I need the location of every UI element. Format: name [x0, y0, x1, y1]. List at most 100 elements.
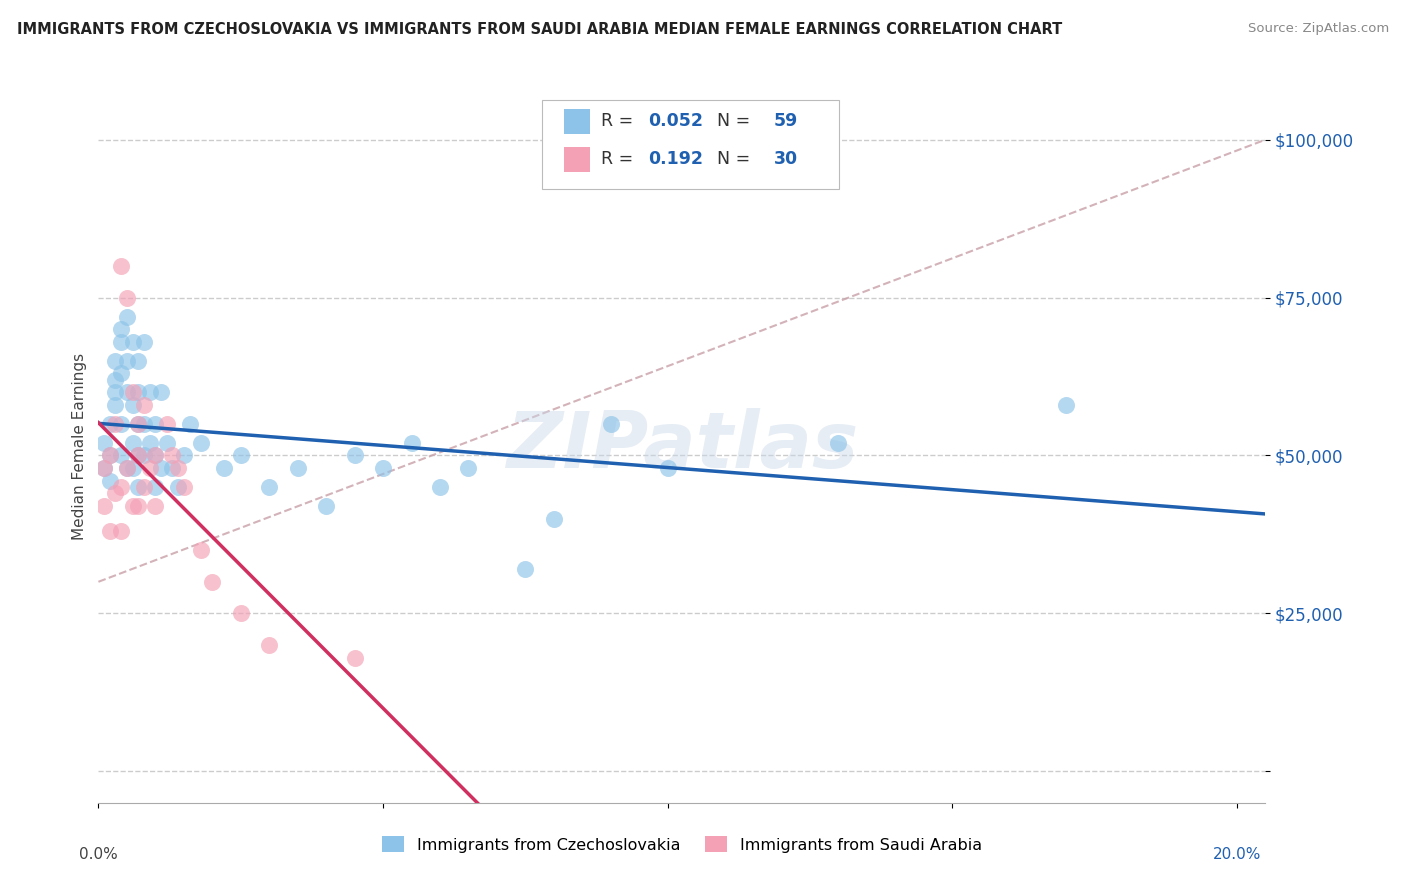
Point	[104, 373, 127, 387]
Text: IMMIGRANTS FROM CZECHOSLOVAKIA VS IMMIGRANTS FROM SAUDI ARABIA MEDIAN FEMALE EAR: IMMIGRANTS FROM CZECHOSLOVAKIA VS IMMIGR…	[17, 22, 1062, 37]
Text: 20.0%: 20.0%	[1213, 847, 1261, 862]
Point	[104, 353, 127, 368]
Point	[229, 607, 252, 621]
Text: R =: R =	[602, 150, 640, 168]
Point	[132, 417, 155, 431]
Point	[143, 417, 166, 431]
Point	[212, 461, 235, 475]
Point	[138, 435, 160, 450]
Point	[599, 417, 621, 431]
Point	[93, 435, 115, 450]
Point	[343, 449, 366, 463]
Point	[110, 334, 132, 349]
Text: 30: 30	[775, 150, 799, 168]
Point	[132, 480, 155, 494]
Point	[201, 574, 224, 589]
Point	[257, 638, 280, 652]
Text: N =: N =	[706, 150, 756, 168]
Point	[110, 367, 132, 381]
Point	[657, 461, 679, 475]
Point	[127, 417, 149, 431]
Point	[115, 461, 138, 475]
Point	[515, 562, 537, 576]
Point	[150, 461, 173, 475]
Point	[143, 499, 166, 513]
Point	[93, 461, 115, 475]
Point	[93, 499, 115, 513]
Point	[156, 417, 179, 431]
Point	[167, 461, 190, 475]
Point	[179, 417, 201, 431]
Point	[162, 449, 184, 463]
Point	[115, 385, 138, 400]
Point	[543, 511, 565, 525]
Point	[143, 449, 166, 463]
Point	[121, 435, 143, 450]
Text: 0.0%: 0.0%	[79, 847, 118, 862]
Point	[127, 449, 149, 463]
FancyBboxPatch shape	[564, 109, 589, 134]
Text: 59: 59	[775, 112, 799, 130]
Point	[127, 480, 149, 494]
Point	[110, 524, 132, 539]
Point	[401, 435, 423, 450]
Text: 0.192: 0.192	[648, 150, 703, 168]
Point	[127, 353, 149, 368]
Point	[121, 385, 143, 400]
Point	[138, 385, 160, 400]
FancyBboxPatch shape	[564, 146, 589, 171]
Point	[98, 417, 121, 431]
Point	[457, 461, 479, 475]
Point	[156, 435, 179, 450]
Point	[104, 385, 127, 400]
Point	[143, 449, 166, 463]
Point	[98, 524, 121, 539]
Point	[343, 650, 366, 665]
Point	[257, 480, 280, 494]
Text: ZIPatlas: ZIPatlas	[506, 408, 858, 484]
Point	[98, 449, 121, 463]
Point	[127, 417, 149, 431]
Point	[110, 322, 132, 336]
Point	[229, 449, 252, 463]
Legend: Immigrants from Czechoslovakia, Immigrants from Saudi Arabia: Immigrants from Czechoslovakia, Immigran…	[375, 830, 988, 859]
Point	[104, 398, 127, 412]
Point	[98, 474, 121, 488]
Point	[121, 398, 143, 412]
Point	[132, 334, 155, 349]
Point	[115, 461, 138, 475]
Point	[98, 449, 121, 463]
Point	[190, 543, 212, 558]
Point	[115, 353, 138, 368]
Point	[104, 417, 127, 431]
Point	[429, 480, 451, 494]
Point	[132, 449, 155, 463]
Point	[127, 385, 149, 400]
Point	[127, 499, 149, 513]
Text: 0.052: 0.052	[648, 112, 703, 130]
Point	[190, 435, 212, 450]
Point	[110, 480, 132, 494]
Point	[138, 461, 160, 475]
Point	[115, 291, 138, 305]
Point	[287, 461, 309, 475]
Point	[162, 461, 184, 475]
Point	[121, 499, 143, 513]
Point	[121, 461, 143, 475]
Point	[110, 259, 132, 273]
Point	[827, 435, 849, 450]
Point	[143, 480, 166, 494]
Point	[115, 310, 138, 324]
Point	[121, 334, 143, 349]
Point	[315, 499, 337, 513]
Point	[173, 480, 195, 494]
Text: R =: R =	[602, 112, 640, 130]
Point	[150, 385, 173, 400]
Point	[110, 417, 132, 431]
Point	[371, 461, 394, 475]
Point	[132, 398, 155, 412]
Point	[1054, 398, 1077, 412]
Text: N =: N =	[706, 112, 756, 130]
Point	[173, 449, 195, 463]
Y-axis label: Median Female Earnings: Median Female Earnings	[72, 352, 87, 540]
